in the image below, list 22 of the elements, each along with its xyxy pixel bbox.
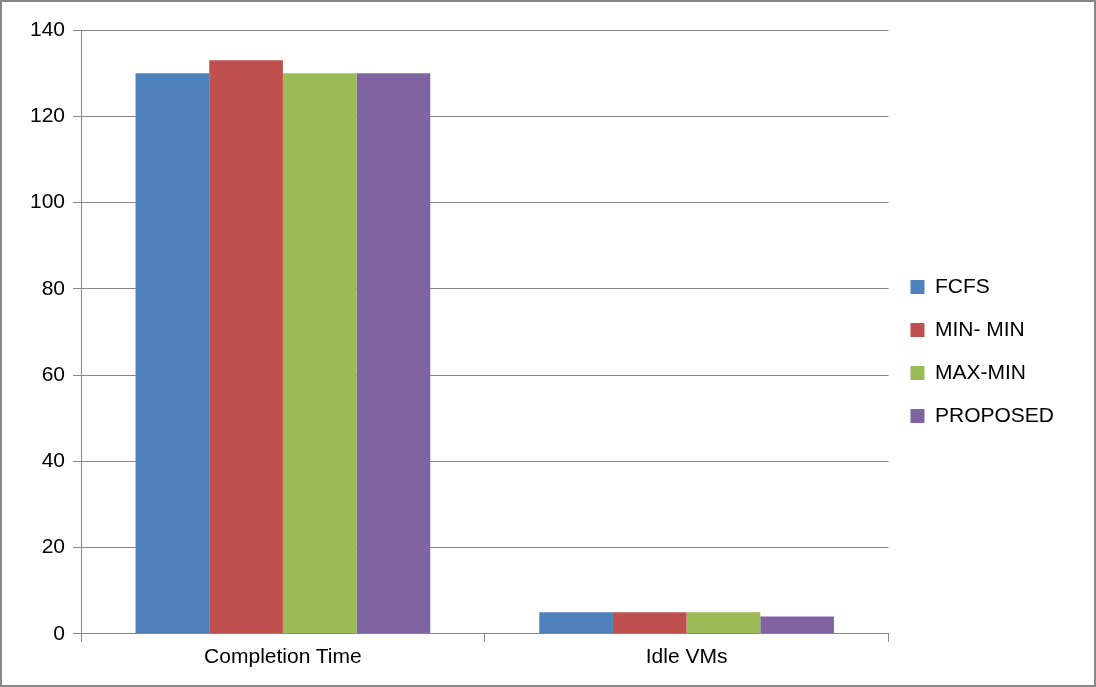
y-tick-label: 80 xyxy=(41,275,66,299)
x-tick-label: Idle VMs xyxy=(645,644,728,668)
bar xyxy=(356,73,431,634)
y-tick-label: 100 xyxy=(29,189,66,213)
bar xyxy=(686,612,761,634)
x-tick-label: Completion Time xyxy=(204,644,362,668)
legend-label: MAX-MIN xyxy=(934,359,1026,383)
y-tick-label: 140 xyxy=(29,16,66,40)
bar xyxy=(209,60,283,634)
y-tick-label: 40 xyxy=(41,448,66,472)
legend-label: FCFS xyxy=(934,273,990,297)
bar xyxy=(539,612,613,634)
bar xyxy=(612,612,687,634)
legend-label: PROPOSED xyxy=(934,402,1054,426)
bar xyxy=(282,73,357,634)
bar xyxy=(135,73,210,634)
y-tick-label: 0 xyxy=(53,620,66,644)
legend-label: MIN- MIN xyxy=(934,316,1025,340)
bar xyxy=(760,616,834,634)
y-tick-label: 20 xyxy=(41,534,66,558)
y-tick-label: 60 xyxy=(41,361,66,385)
y-tick-label: 120 xyxy=(29,103,66,127)
